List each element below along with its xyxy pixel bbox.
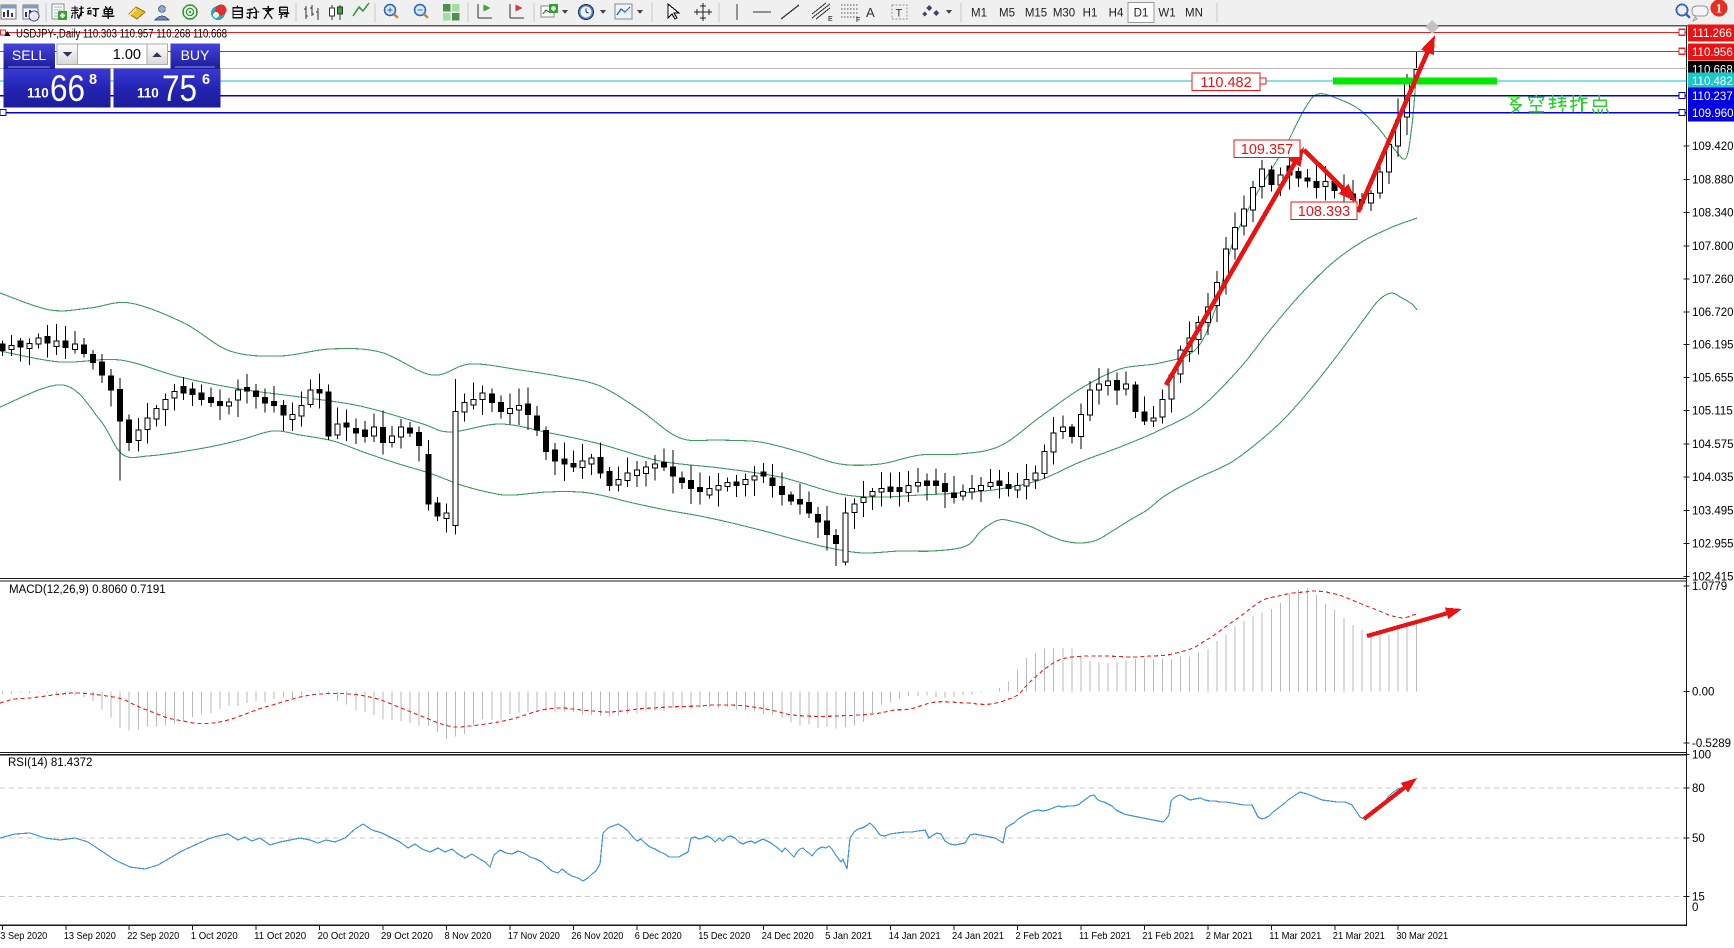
svg-text:110: 110 xyxy=(137,86,159,101)
svg-text:21 Mar 2021: 21 Mar 2021 xyxy=(1333,930,1385,942)
svg-text:A: A xyxy=(866,5,875,20)
svg-text:110.482: 110.482 xyxy=(1692,76,1733,88)
svg-text:W1: W1 xyxy=(1158,8,1175,20)
svg-text:E: E xyxy=(828,16,833,23)
svg-text:M15: M15 xyxy=(1025,8,1047,20)
svg-text:3 Sep 2020: 3 Sep 2020 xyxy=(0,930,47,942)
svg-text:110: 110 xyxy=(27,86,49,101)
svg-text:110.482: 110.482 xyxy=(1200,75,1251,91)
svg-text:105.115: 105.115 xyxy=(1692,406,1733,418)
svg-text:107.260: 107.260 xyxy=(1692,274,1734,286)
svg-text:2 Mar 2021: 2 Mar 2021 xyxy=(1206,930,1253,942)
svg-text:13 Sep 2020: 13 Sep 2020 xyxy=(64,930,116,942)
svg-text:11 Mar 2021: 11 Mar 2021 xyxy=(1269,930,1321,942)
svg-text:80: 80 xyxy=(1692,783,1705,795)
svg-text:24 Jan 2021: 24 Jan 2021 xyxy=(952,930,1004,942)
svg-text:SELL: SELL xyxy=(12,47,46,63)
svg-text:0.00: 0.00 xyxy=(1692,686,1714,698)
svg-text:102.955: 102.955 xyxy=(1692,538,1734,550)
svg-text:75: 75 xyxy=(162,68,197,109)
svg-text:100: 100 xyxy=(1692,750,1711,762)
svg-text:50: 50 xyxy=(1692,833,1705,845)
svg-text:6: 6 xyxy=(202,72,210,88)
svg-text:MN: MN xyxy=(1185,8,1203,20)
svg-text:108.880: 108.880 xyxy=(1692,174,1734,186)
svg-text:111.266: 111.266 xyxy=(1692,28,1732,40)
svg-text:6 Dec 2020: 6 Dec 2020 xyxy=(635,930,682,942)
svg-text:5 Jan 2021: 5 Jan 2021 xyxy=(825,930,872,942)
svg-text:8: 8 xyxy=(89,72,97,88)
svg-text:30 Mar 2021: 30 Mar 2021 xyxy=(1396,930,1448,942)
svg-text:8 Nov 2020: 8 Nov 2020 xyxy=(445,930,492,942)
svg-text:M1: M1 xyxy=(971,8,987,20)
svg-text:11 Oct 2020: 11 Oct 2020 xyxy=(254,930,306,942)
svg-text:29 Oct 2020: 29 Oct 2020 xyxy=(381,930,433,942)
svg-text:M5: M5 xyxy=(999,8,1015,20)
svg-text:110.237: 110.237 xyxy=(1692,91,1733,103)
svg-text:BUY: BUY xyxy=(181,47,210,63)
svg-text:109.420: 109.420 xyxy=(1692,141,1734,153)
svg-text:24 Dec 2020: 24 Dec 2020 xyxy=(762,930,814,942)
svg-text:M30: M30 xyxy=(1053,8,1075,20)
svg-text:103.495: 103.495 xyxy=(1692,505,1734,517)
svg-text:MACD(12,26,9) 0.8060 0.7191: MACD(12,26,9) 0.8060 0.7191 xyxy=(9,584,166,596)
svg-text:106.195: 106.195 xyxy=(1692,339,1734,351)
svg-text:1.0779: 1.0779 xyxy=(1692,581,1727,593)
svg-text:1.00: 1.00 xyxy=(113,47,141,63)
svg-text:1 Oct 2020: 1 Oct 2020 xyxy=(191,930,238,942)
svg-text:14 Jan 2021: 14 Jan 2021 xyxy=(889,930,941,942)
svg-text:RSI(14) 81.4372: RSI(14) 81.4372 xyxy=(8,757,92,769)
svg-text:109.357: 109.357 xyxy=(1241,142,1293,158)
svg-text:11 Feb 2021: 11 Feb 2021 xyxy=(1079,930,1131,942)
svg-text:22 Sep 2020: 22 Sep 2020 xyxy=(127,930,179,942)
svg-text:106.720: 106.720 xyxy=(1692,307,1734,319)
svg-text:107.800: 107.800 xyxy=(1692,241,1734,253)
svg-text:F: F xyxy=(856,17,860,24)
svg-text:USDJPY-,Daily 110.303 110.957: USDJPY-,Daily 110.303 110.957 110.268 11… xyxy=(16,29,227,41)
svg-text:H1: H1 xyxy=(1083,8,1098,20)
svg-text:104.575: 104.575 xyxy=(1692,439,1734,451)
svg-text:108.393: 108.393 xyxy=(1298,204,1350,220)
svg-text:T: T xyxy=(896,8,903,20)
svg-text:110.956: 110.956 xyxy=(1692,47,1733,59)
svg-text:66: 66 xyxy=(50,68,85,109)
svg-text:105.655: 105.655 xyxy=(1692,373,1734,385)
svg-text:1: 1 xyxy=(1716,2,1722,16)
svg-text:26 Nov 2020: 26 Nov 2020 xyxy=(571,930,623,942)
svg-text:109.960: 109.960 xyxy=(1692,108,1734,120)
svg-text:17 Nov 2020: 17 Nov 2020 xyxy=(508,930,560,942)
svg-text:-0.5289: -0.5289 xyxy=(1692,738,1731,750)
svg-text:104.035: 104.035 xyxy=(1692,472,1734,484)
svg-text:0: 0 xyxy=(1692,902,1698,914)
svg-text:D1: D1 xyxy=(1134,8,1149,20)
svg-text:21 Feb 2021: 21 Feb 2021 xyxy=(1142,930,1194,942)
svg-text:20 Oct 2020: 20 Oct 2020 xyxy=(318,930,370,942)
svg-text:2 Feb 2021: 2 Feb 2021 xyxy=(1016,930,1063,942)
svg-text:15 Dec 2020: 15 Dec 2020 xyxy=(698,930,750,942)
svg-text:108.340: 108.340 xyxy=(1692,208,1734,220)
svg-text:H4: H4 xyxy=(1109,8,1124,20)
